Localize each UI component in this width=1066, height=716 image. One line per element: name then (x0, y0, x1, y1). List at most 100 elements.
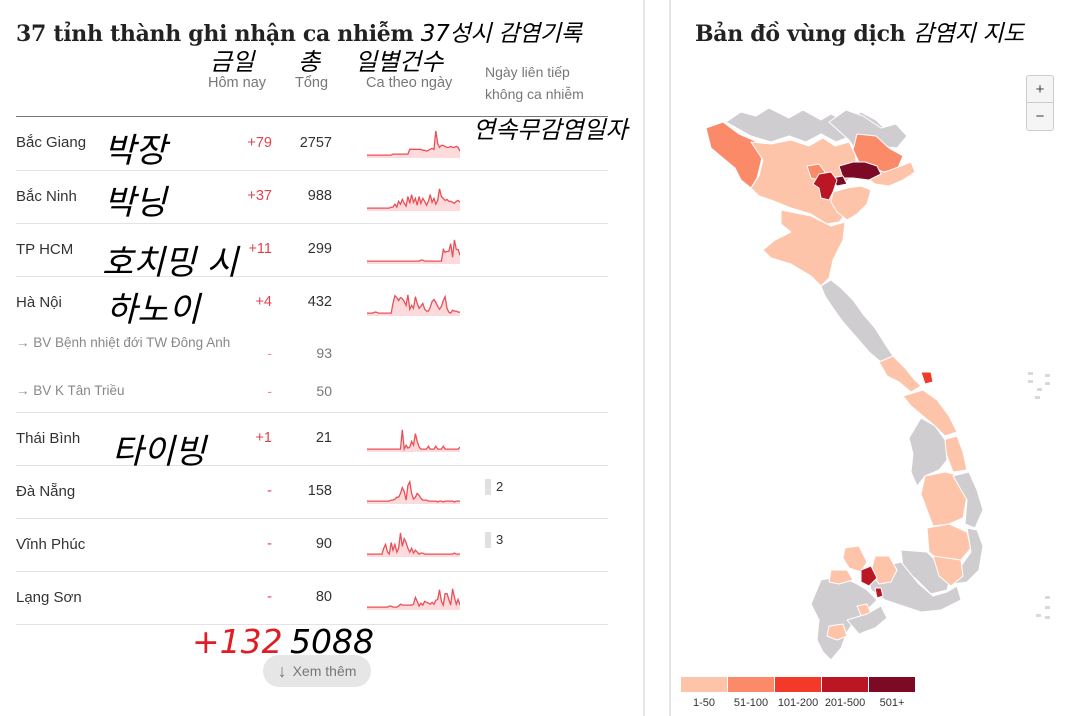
vietnam-choropleth-map[interactable] (671, 100, 1066, 670)
see-more-button[interactable]: ↓ Xem thêm (263, 655, 371, 687)
legend-item: 1-50 (681, 677, 727, 709)
province-region[interactable] (762, 209, 846, 287)
streak-bar (485, 532, 491, 548)
province-name: Hà Nội (16, 294, 62, 311)
annotation-daily-kr: 일별건수 (355, 48, 444, 76)
daily-sparkline (367, 429, 460, 452)
sub-row: → BV K Tân Triều - 50 (16, 381, 608, 403)
today-count: - (267, 536, 272, 552)
today-count: +37 (247, 188, 272, 204)
legend-item: 101-200 (775, 677, 821, 709)
total-count: 432 (307, 294, 332, 310)
province-region[interactable] (820, 279, 894, 363)
total-count: 90 (315, 536, 332, 552)
today-count: - (267, 383, 272, 399)
col-header-total: Tổng (295, 75, 329, 91)
today-count: +4 (255, 294, 272, 310)
province-region[interactable] (932, 555, 964, 587)
today-count: +79 (247, 135, 272, 151)
province-region[interactable] (926, 523, 972, 563)
province-region[interactable] (874, 587, 884, 599)
table-row[interactable]: Lạng Sơn - 80 (16, 572, 608, 625)
total-count: 93 (316, 345, 332, 361)
streak-indicator: 3 (485, 532, 503, 548)
annotation-today-kr: 금일 (210, 48, 255, 76)
arrow-down-icon: ↓ (277, 661, 287, 681)
today-count: +1 (255, 430, 272, 446)
province-region[interactable] (902, 389, 958, 437)
today-count: - (267, 345, 272, 361)
title-annotation-kr: 37성시 감염기록 (420, 21, 582, 47)
legend-item: 51-100 (728, 677, 774, 709)
province-region[interactable] (842, 545, 868, 573)
map-zoom-control: + − (1026, 75, 1054, 131)
total-count: 21 (315, 430, 332, 446)
province-region[interactable] (705, 121, 764, 189)
province-region[interactable] (838, 161, 882, 181)
map-title: Bản đồ vùng dịch 감염지 지도 (695, 21, 1025, 47)
province-region[interactable] (920, 471, 968, 527)
today-count: +11 (248, 241, 272, 257)
legend-swatch (728, 677, 774, 692)
province-region[interactable] (826, 623, 848, 641)
table-row[interactable]: Thái Bình 타이빙 +1 21 (16, 413, 608, 472)
today-count: - (267, 483, 272, 499)
table-row[interactable]: Bắc Giang 박장 +79 2757 (16, 117, 608, 171)
zoom-in-button[interactable]: + (1027, 76, 1053, 103)
province-name: Bắc Ninh (16, 188, 77, 205)
col-header-daily: Ca theo ngày (366, 75, 453, 91)
table-row[interactable]: Vĩnh Phúc - 90 3 (16, 519, 608, 572)
table-row[interactable]: TP HCM 호치밍 시 +11 299 (16, 224, 608, 283)
province-region[interactable] (812, 171, 838, 201)
legend-swatch (822, 677, 868, 692)
province-annotation-kr: 하노이 (106, 290, 200, 330)
daily-sparkline (367, 479, 460, 504)
daily-sparkline (367, 294, 460, 316)
table-row[interactable]: Bắc Ninh 박닝 +37 988 (16, 171, 608, 224)
province-region[interactable] (846, 605, 888, 635)
province-region[interactable] (860, 565, 878, 587)
province-region[interactable] (866, 161, 916, 187)
province-annotation-kr: 타이빙 (112, 432, 206, 472)
province-name: Đà Nẵng (16, 483, 76, 500)
province-annotation-kr: 호치밍 시 (102, 243, 238, 283)
province-annotation-kr: 박닝 (104, 183, 167, 223)
legend-item: 501+ (869, 677, 915, 709)
facility-name: → BV K Tân Triều (16, 383, 125, 398)
islands (1028, 372, 1050, 619)
col-header-today: Hôm nay (208, 75, 267, 91)
legend-item: 201-500 (822, 677, 868, 709)
legend-swatch (869, 677, 915, 692)
daily-sparkline (367, 188, 460, 211)
province-region[interactable] (878, 355, 922, 393)
today-count: - (267, 589, 272, 605)
map-legend: 1-50 51-100 101-200 201-500 501+ (681, 677, 916, 709)
table-row[interactable]: Đà Nẵng - 158 2 (16, 466, 608, 519)
total-count: 988 (307, 188, 332, 204)
table-title: 37 tỉnh thành ghi nhận ca nhiễm 37성시 감염기… (16, 21, 582, 47)
province-region[interactable] (920, 371, 934, 385)
total-count: 80 (315, 589, 332, 605)
daily-sparkline (367, 532, 460, 557)
panel-divider (643, 0, 645, 716)
table-row[interactable]: Hà Nội 하노이 +4 432 (16, 277, 608, 413)
daily-sparkline (367, 239, 460, 264)
facility-name: → BV Bệnh nhiệt đới TW Đông Anh (16, 335, 231, 350)
sub-row: → BV Bệnh nhiệt đới TW Đông Anh - 93 (16, 333, 608, 373)
province-region[interactable] (952, 471, 984, 529)
panel-divider (669, 0, 671, 716)
streak-indicator: 2 (485, 479, 503, 495)
province-region[interactable] (830, 185, 872, 221)
province-region[interactable] (828, 569, 854, 585)
province-region[interactable] (810, 575, 878, 661)
header-divider (16, 116, 608, 117)
map-title-annotation-kr: 감염지 지도 (912, 21, 1025, 47)
province-name: Thái Bình (16, 430, 81, 447)
cases-table-panel: 37 tỉnh thành ghi nhận ca nhiễm 37성시 감염기… (16, 21, 628, 687)
annotation-streak-kr: 연속무감염일자 (473, 116, 628, 144)
zoom-out-button[interactable]: − (1035, 108, 1045, 125)
legend-swatch (681, 677, 727, 692)
summary-total-annotation: 5088 (290, 622, 374, 661)
total-count: 50 (316, 383, 332, 399)
streak-bar (485, 479, 491, 495)
